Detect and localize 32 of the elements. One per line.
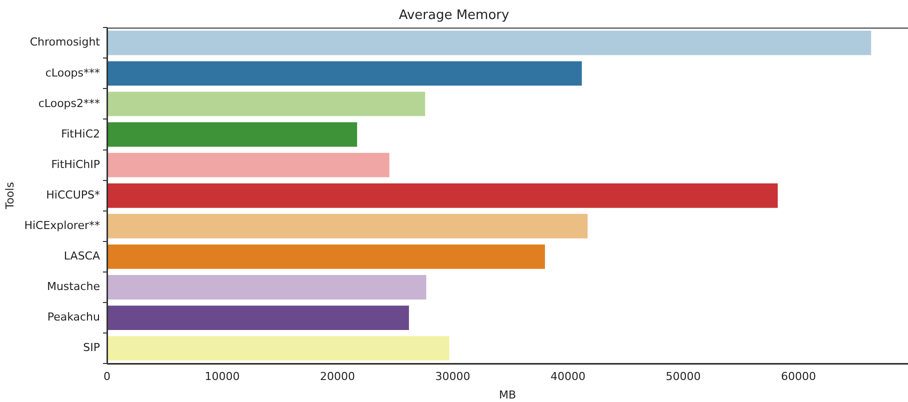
y-tick-label: Mustache bbox=[46, 280, 100, 294]
bar bbox=[107, 122, 358, 147]
y-tick-label: HiCCUPS* bbox=[46, 188, 101, 202]
x-tick-label: 30000 bbox=[435, 370, 470, 384]
bar bbox=[107, 336, 450, 361]
x-tick-label: 20000 bbox=[320, 370, 356, 384]
chart-title: Average Memory bbox=[398, 8, 510, 24]
x-tick-label: 0 bbox=[104, 370, 111, 384]
y-tick-label: cLoops2*** bbox=[38, 96, 101, 110]
bar bbox=[107, 214, 588, 238]
y-tick-label: FitHiC2 bbox=[61, 127, 100, 140]
bar bbox=[107, 183, 778, 208]
x-tick-label: 60000 bbox=[781, 370, 816, 384]
y-tick-label: HiCExplorer** bbox=[24, 219, 101, 232]
bar bbox=[107, 306, 409, 330]
bar bbox=[107, 275, 426, 300]
y-tick-label: FitHiChIP bbox=[51, 158, 100, 171]
y-tick-label: Chromosight bbox=[30, 36, 101, 49]
y-tick-label: cLoops*** bbox=[45, 66, 101, 80]
y-axis-title: Tools bbox=[3, 182, 16, 210]
y-tick-label: SIP bbox=[83, 341, 100, 354]
bar bbox=[107, 30, 872, 56]
bar bbox=[107, 152, 390, 178]
x-axis-title: MB bbox=[498, 388, 516, 402]
y-tick-label: LASCA bbox=[64, 250, 100, 263]
x-tick-label: 10000 bbox=[204, 370, 240, 384]
bar bbox=[107, 92, 426, 116]
x-tick-label: 40000 bbox=[550, 370, 586, 384]
y-tick-label: Peakachu bbox=[47, 310, 100, 324]
x-tick-label: 50000 bbox=[666, 370, 701, 384]
bar bbox=[107, 61, 582, 86]
bar bbox=[107, 244, 545, 269]
